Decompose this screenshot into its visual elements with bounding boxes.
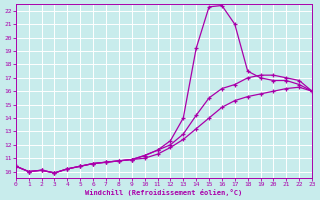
- X-axis label: Windchill (Refroidissement éolien,°C): Windchill (Refroidissement éolien,°C): [85, 189, 243, 196]
